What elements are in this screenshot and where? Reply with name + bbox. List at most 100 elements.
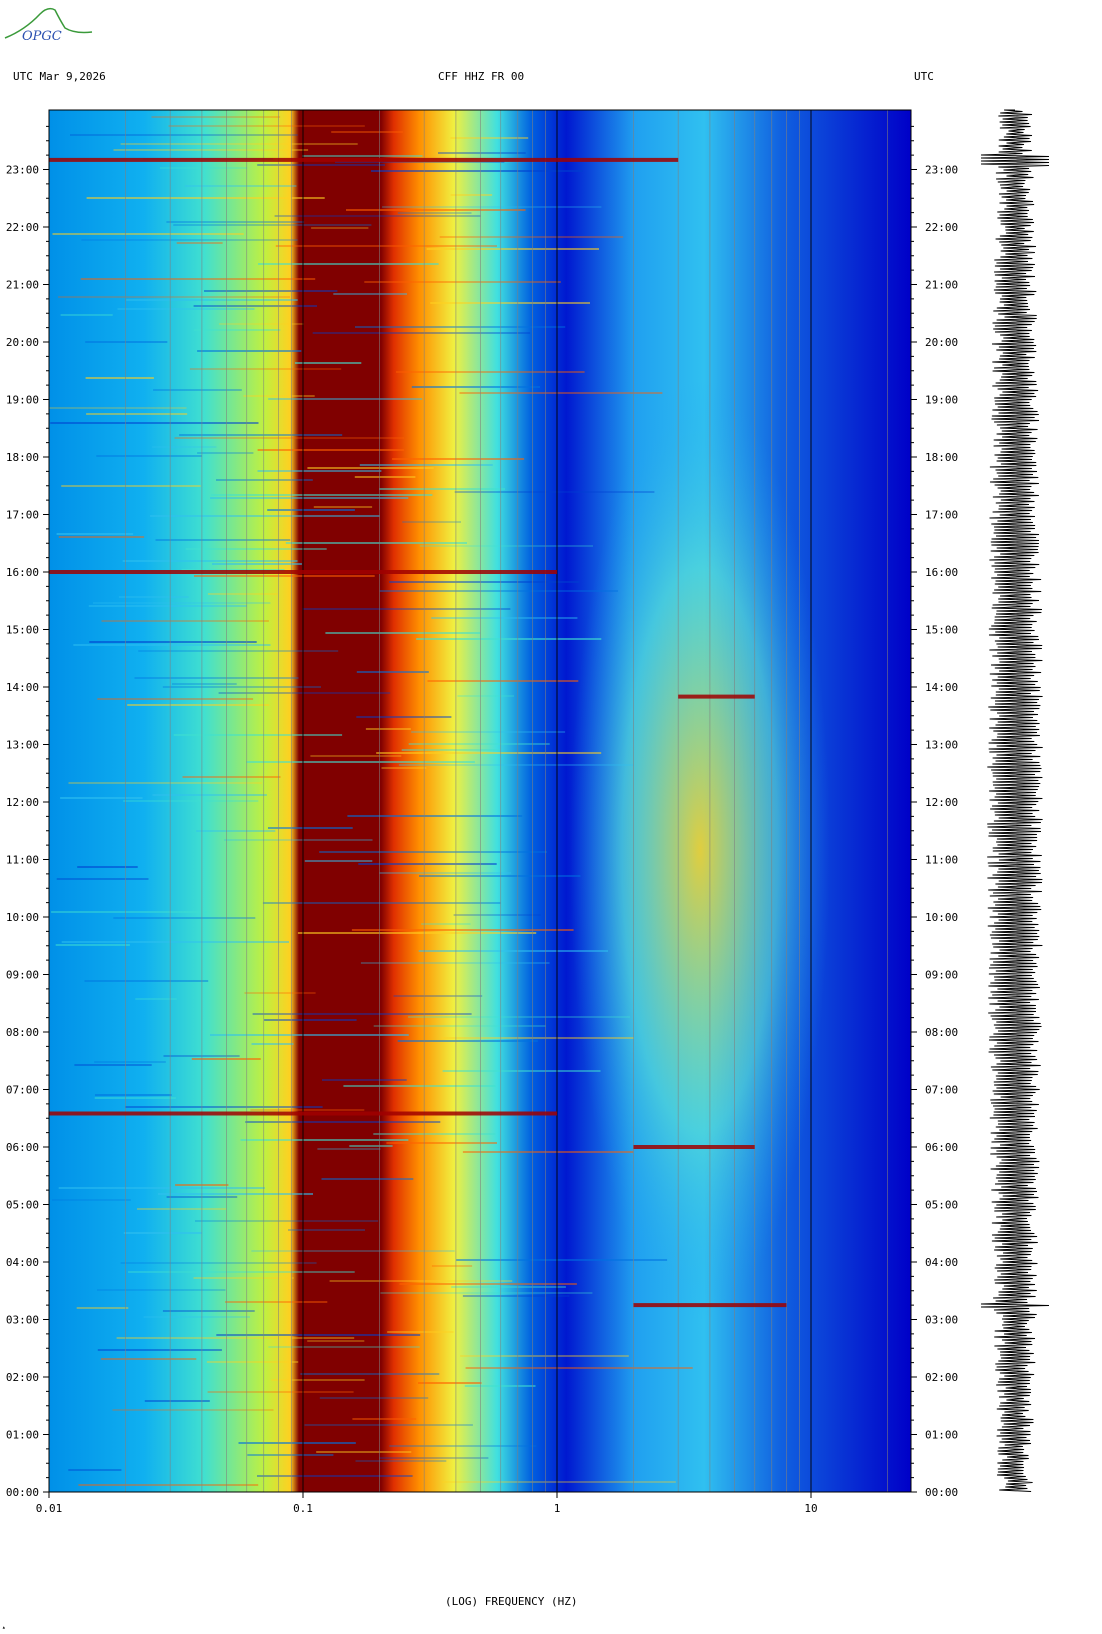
- spectrogram-stripe: [257, 470, 382, 472]
- spectrogram-stripe: [442, 1070, 601, 1072]
- header-left: UTC Mar 9,2026: [13, 70, 106, 83]
- spectrogram-stripe: [144, 1400, 210, 1402]
- spectrogram-stripe: [60, 797, 143, 799]
- spectrogram-stripe: [398, 764, 634, 766]
- spectrogram-stripe: [197, 452, 254, 454]
- spectrogram-stripe: [351, 929, 574, 931]
- spectrogram-stripe: [421, 923, 471, 925]
- spectrogram-stripe: [84, 980, 209, 982]
- spectrogram-stripe: [257, 164, 385, 166]
- corner-mark: ▴: [2, 1624, 6, 1631]
- spectrogram-stripe: [94, 1097, 176, 1099]
- spectrogram-stripe: [251, 1250, 455, 1252]
- spectrogram-stripe: [411, 386, 540, 388]
- spectrogram-stripe: [207, 593, 278, 595]
- spectrogram-stripe: [58, 536, 145, 538]
- spectrogram-stripe: [184, 185, 297, 187]
- spectrogram-stripe: [349, 1145, 393, 1147]
- header-right: UTC: [914, 70, 934, 83]
- spectrogram-stripe: [56, 533, 134, 535]
- spectrogram-stripe: [196, 830, 276, 832]
- spectrogram-stripe: [257, 1475, 413, 1477]
- seismogram-trace: [980, 109, 1050, 1492]
- plot-frame: [48, 109, 912, 1493]
- spectrogram-stripe: [419, 545, 593, 547]
- spectrogram-stripe: [219, 323, 304, 325]
- spectrogram-stripe: [354, 476, 416, 478]
- spectrogram-stripe: [359, 464, 493, 466]
- y-tick-label-right: 19:00: [925, 394, 958, 407]
- spectrogram-stripe: [325, 632, 481, 634]
- y-tick-label-right: 07:00: [925, 1084, 958, 1097]
- spectrogram-stripe: [113, 917, 256, 919]
- spectrogram-stripe: [418, 1382, 482, 1384]
- spectrogram-stripe: [210, 1034, 409, 1036]
- spectrogram-stripe: [288, 1229, 365, 1231]
- y-tick-label-right: 20:00: [925, 336, 958, 349]
- spectrogram-stripe: [297, 932, 537, 934]
- spectrogram-stripe: [193, 305, 317, 307]
- y-tick-label-right: 14:00: [925, 681, 958, 694]
- spectrogram-stripe: [387, 1331, 454, 1333]
- spectrogram-stripe: [166, 221, 305, 223]
- spectrogram-stripe: [397, 212, 472, 214]
- spectrogram-stripe: [85, 377, 154, 379]
- spectrogram-stripe: [401, 749, 501, 751]
- spectrogram-stripe: [274, 215, 481, 217]
- y-tick-label-left: 22:00: [6, 221, 39, 234]
- y-tick-label-left: 06:00: [6, 1141, 39, 1154]
- y-tick-label-left: 12:00: [6, 796, 39, 809]
- spectrogram-stripe: [245, 1121, 441, 1123]
- spectrogram-stripe: [462, 1151, 634, 1153]
- spectrogram-stripe: [356, 716, 452, 718]
- spectrogram-stripe: [61, 485, 201, 487]
- spectrogram-stripe: [312, 332, 531, 334]
- spectrogram-stripe: [225, 1301, 328, 1303]
- spectrogram-stripe: [304, 860, 373, 862]
- y-tick-label-left: 10:00: [6, 911, 39, 924]
- y-tick-label-left: 05:00: [6, 1199, 39, 1212]
- spectrogram-stripe: [76, 1307, 129, 1309]
- y-tick-label-right: 03:00: [925, 1314, 958, 1327]
- spectrogram-stripe: [185, 548, 327, 550]
- spectrogram-stripe: [321, 1178, 414, 1180]
- spectrogram-stripe: [364, 281, 561, 283]
- spectrogram-stripe: [168, 125, 365, 127]
- spectrogram-stripe: [172, 683, 237, 685]
- spectrogram-stripe: [152, 794, 267, 796]
- spectrogram-stripe: [399, 1283, 577, 1285]
- spectrogram-stripe: [355, 1460, 447, 1462]
- y-tick-label-left: 08:00: [6, 1026, 39, 1039]
- spectrogram-stripe: [304, 1424, 473, 1426]
- spectrogram-stripe: [408, 743, 550, 745]
- spectrogram-stripe: [373, 1133, 496, 1135]
- spectrogram-stripe: [275, 245, 497, 247]
- y-tick-label-right: 04:00: [925, 1256, 958, 1269]
- spectrogram-stripe: [244, 992, 316, 994]
- spectrogram-stripe: [179, 434, 343, 436]
- spectrogram-stripe: [120, 1262, 317, 1264]
- spectrogram-stripe: [100, 1358, 197, 1360]
- seismic-event-streak: [49, 570, 557, 574]
- spectrogram-stripe: [389, 581, 580, 583]
- spectrogram-stripe: [373, 1025, 546, 1027]
- spectrogram-stripe: [218, 692, 391, 694]
- spectrogram-stripe: [365, 728, 411, 730]
- spectrogram-stripe: [379, 488, 505, 490]
- time-axis: 00:00 00:00 01:00 01:00 02:00 02:00 03:00 03:00…: [6, 125, 958, 1499]
- y-tick-label-left: 19:00: [6, 394, 39, 407]
- spectrogram-stripe: [300, 1373, 440, 1375]
- spectrogram-stripe: [80, 278, 316, 280]
- spectrogram-stripe: [264, 1019, 357, 1021]
- spectrogram-stripe: [210, 497, 409, 499]
- spectrogram-stripe: [135, 998, 177, 1000]
- spectrogram-stripe: [311, 227, 369, 229]
- y-tick-label-left: 18:00: [6, 451, 39, 464]
- spectrogram-stripe: [155, 539, 291, 541]
- logo-text: OPGC: [22, 29, 62, 44]
- spectrogram-stripe: [224, 839, 373, 841]
- spectrogram-stripe: [176, 242, 223, 244]
- y-tick-label-right: 11:00: [925, 854, 958, 867]
- spectrogram-stripe: [307, 1340, 365, 1342]
- spectrogram-stripe: [380, 1292, 593, 1294]
